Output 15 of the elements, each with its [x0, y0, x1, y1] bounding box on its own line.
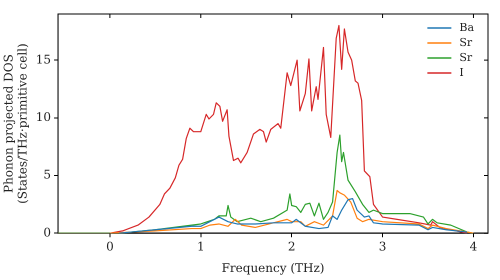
y-tick-label: 5: [43, 168, 52, 182]
y-axis-title: Phonon projected DOS (States/THz·primitive cell): [1, 43, 30, 204]
x-tick-label: 0: [106, 240, 114, 254]
y-tick-label: 0: [43, 225, 52, 240]
x-tick-label: 4: [470, 240, 478, 254]
y-tick-label: 15: [36, 52, 52, 66]
x-axis-title: Frequency (THz): [222, 260, 324, 275]
legend-label: Ba: [459, 20, 474, 34]
legend-label: I: [459, 66, 464, 79]
legend-label: Sr: [459, 50, 473, 64]
legend-label: Sr: [459, 36, 473, 49]
x-tick-label: 3: [378, 240, 386, 254]
x-tick-label: 1: [196, 240, 205, 254]
y-tick-label: 10: [36, 110, 52, 124]
x-tick-label: 2: [288, 240, 296, 254]
